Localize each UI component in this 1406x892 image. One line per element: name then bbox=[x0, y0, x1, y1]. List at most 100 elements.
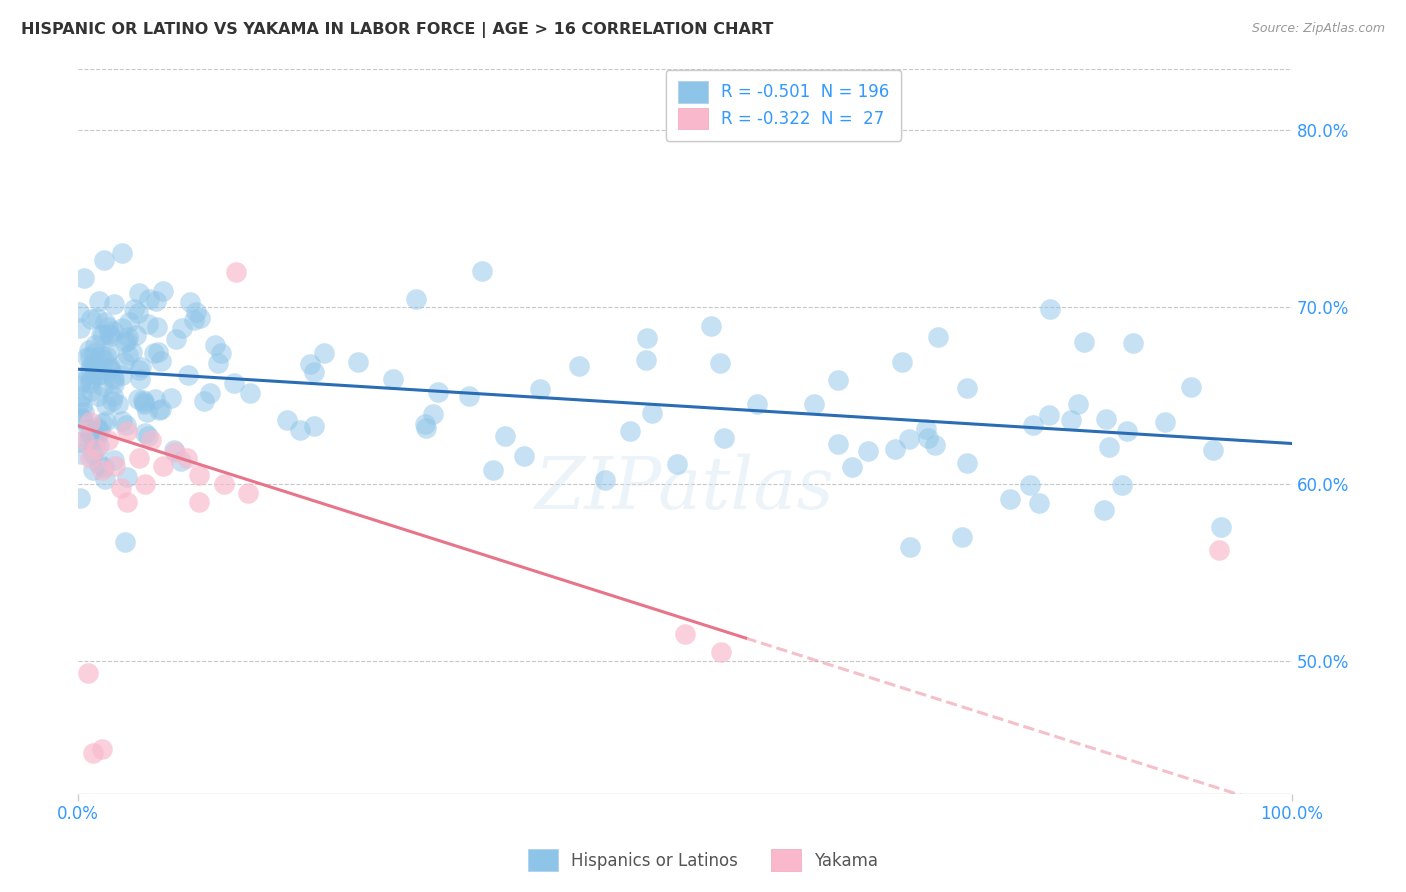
Point bbox=[115, 470, 138, 484]
Point bbox=[956, 456, 979, 470]
Point bbox=[312, 345, 335, 359]
Point bbox=[98, 363, 121, 377]
Point bbox=[93, 459, 115, 474]
Point bbox=[91, 378, 114, 392]
Point bbox=[1094, 411, 1116, 425]
Point bbox=[134, 397, 156, 411]
Point bbox=[82, 463, 104, 477]
Point bbox=[381, 372, 404, 386]
Point bbox=[1060, 412, 1083, 426]
Point bbox=[593, 473, 616, 487]
Point bbox=[1202, 443, 1225, 458]
Point bbox=[114, 335, 136, 350]
Point bbox=[118, 315, 141, 329]
Point bbox=[103, 372, 125, 386]
Point bbox=[136, 429, 159, 443]
Point bbox=[111, 414, 134, 428]
Point bbox=[77, 367, 100, 381]
Point bbox=[176, 368, 198, 382]
Point bbox=[87, 389, 110, 403]
Point bbox=[193, 394, 215, 409]
Point bbox=[103, 370, 125, 384]
Point bbox=[634, 352, 657, 367]
Point bbox=[150, 402, 173, 417]
Point bbox=[93, 253, 115, 268]
Point bbox=[87, 368, 110, 382]
Point bbox=[79, 351, 101, 365]
Point bbox=[1073, 334, 1095, 349]
Point bbox=[83, 346, 105, 360]
Point bbox=[90, 348, 112, 362]
Point bbox=[152, 284, 174, 298]
Point bbox=[96, 398, 118, 412]
Point bbox=[827, 437, 849, 451]
Point bbox=[222, 376, 245, 391]
Point bbox=[494, 429, 516, 443]
Point bbox=[1180, 380, 1202, 394]
Point bbox=[138, 292, 160, 306]
Point bbox=[77, 422, 100, 436]
Legend: Hispanics or Latinos, Yakama: Hispanics or Latinos, Yakama bbox=[519, 841, 887, 880]
Point bbox=[79, 415, 101, 429]
Point bbox=[72, 411, 94, 425]
Point bbox=[103, 452, 125, 467]
Point bbox=[73, 271, 96, 285]
Point bbox=[236, 486, 259, 500]
Point bbox=[127, 392, 149, 407]
Point bbox=[135, 404, 157, 418]
Point bbox=[803, 396, 825, 410]
Point bbox=[86, 442, 108, 456]
Point bbox=[666, 458, 689, 472]
Point bbox=[1066, 397, 1088, 411]
Legend: R = -0.501  N = 196, R = -0.322  N =  27: R = -0.501 N = 196, R = -0.322 N = 27 bbox=[666, 70, 901, 141]
Point bbox=[136, 317, 159, 331]
Point bbox=[1115, 424, 1137, 438]
Point bbox=[747, 397, 769, 411]
Point bbox=[67, 395, 90, 409]
Point bbox=[94, 472, 117, 486]
Point bbox=[86, 420, 108, 434]
Point bbox=[128, 286, 150, 301]
Point bbox=[79, 376, 101, 390]
Point bbox=[457, 389, 479, 403]
Point bbox=[70, 399, 93, 413]
Point bbox=[146, 345, 169, 359]
Point bbox=[89, 457, 111, 471]
Point bbox=[70, 389, 93, 403]
Point bbox=[80, 371, 103, 385]
Point bbox=[103, 296, 125, 310]
Point bbox=[80, 384, 103, 398]
Point bbox=[69, 434, 91, 449]
Point bbox=[884, 442, 907, 456]
Point bbox=[209, 346, 232, 360]
Point bbox=[513, 449, 536, 463]
Point bbox=[98, 361, 121, 376]
Point bbox=[87, 294, 110, 309]
Point bbox=[134, 477, 156, 491]
Text: ZIPatlas: ZIPatlas bbox=[536, 454, 835, 524]
Point bbox=[82, 357, 104, 371]
Point bbox=[83, 358, 105, 372]
Point bbox=[103, 459, 125, 474]
Point bbox=[100, 328, 122, 343]
Point bbox=[79, 450, 101, 465]
Point bbox=[713, 431, 735, 445]
Point bbox=[956, 381, 979, 395]
Point bbox=[79, 427, 101, 442]
Point bbox=[100, 394, 122, 409]
Point bbox=[1111, 478, 1133, 492]
Point bbox=[891, 355, 914, 369]
Point bbox=[128, 363, 150, 377]
Point bbox=[83, 434, 105, 448]
Point bbox=[405, 292, 427, 306]
Point bbox=[69, 447, 91, 461]
Point bbox=[1019, 478, 1042, 492]
Point bbox=[115, 334, 138, 348]
Point bbox=[1208, 542, 1230, 557]
Point bbox=[239, 386, 262, 401]
Point bbox=[165, 445, 187, 459]
Point bbox=[112, 355, 135, 369]
Point bbox=[1154, 415, 1177, 429]
Point bbox=[115, 495, 138, 509]
Point bbox=[276, 413, 298, 427]
